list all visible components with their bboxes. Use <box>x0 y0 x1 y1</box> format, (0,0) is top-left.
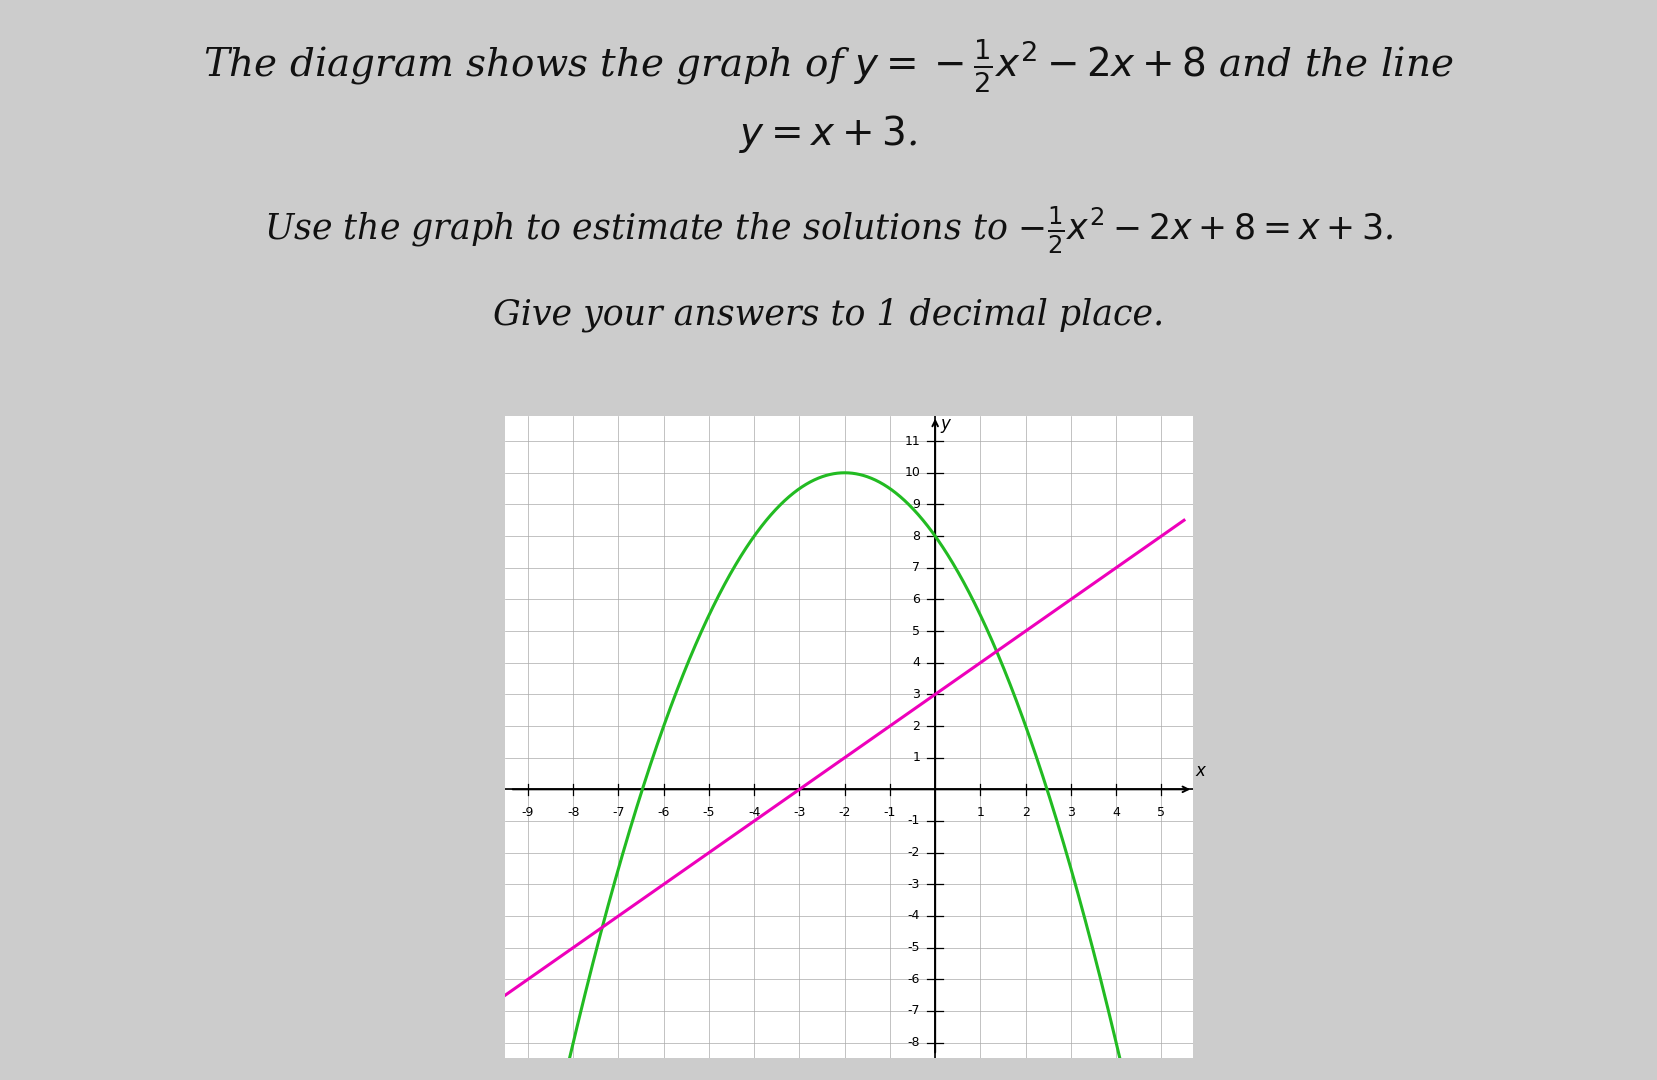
Text: 6: 6 <box>913 593 920 606</box>
Text: -1: -1 <box>908 814 920 827</box>
Text: -7: -7 <box>908 1004 920 1017</box>
Text: Use the graph to estimate the solutions to $-\frac{1}{2}x^2 - 2x + 8 = x + 3$.: Use the graph to estimate the solutions … <box>263 205 1394 256</box>
Text: 9: 9 <box>913 498 920 511</box>
Text: -1: -1 <box>883 806 896 819</box>
Text: 1: 1 <box>976 806 984 819</box>
Text: -6: -6 <box>908 973 920 986</box>
Text: -3: -3 <box>908 878 920 891</box>
Text: -6: -6 <box>658 806 669 819</box>
Text: 3: 3 <box>1067 806 1075 819</box>
Text: 5: 5 <box>1157 806 1165 819</box>
Text: 1: 1 <box>913 752 920 765</box>
Text: -5: -5 <box>703 806 716 819</box>
Text: 2: 2 <box>1022 806 1029 819</box>
Text: Give your answers to 1 decimal place.: Give your answers to 1 decimal place. <box>492 297 1165 332</box>
Text: $x$: $x$ <box>1195 764 1208 781</box>
Text: 4: 4 <box>1112 806 1120 819</box>
Text: 3: 3 <box>913 688 920 701</box>
Text: -5: -5 <box>908 941 920 954</box>
Text: -4: -4 <box>747 806 761 819</box>
Text: 2: 2 <box>913 719 920 732</box>
Text: -4: -4 <box>908 909 920 922</box>
Text: -9: -9 <box>522 806 534 819</box>
Text: $y$: $y$ <box>940 417 953 435</box>
Text: 8: 8 <box>913 529 920 542</box>
Text: 11: 11 <box>905 434 920 447</box>
Text: -8: -8 <box>908 1036 920 1049</box>
Text: 10: 10 <box>905 467 920 480</box>
Text: 7: 7 <box>913 562 920 575</box>
Text: -7: -7 <box>611 806 625 819</box>
Text: 4: 4 <box>913 657 920 670</box>
Text: 5: 5 <box>913 624 920 637</box>
Text: -2: -2 <box>908 846 920 860</box>
Text: -3: -3 <box>794 806 805 819</box>
Text: The diagram shows the graph of $y = -\frac{1}{2}x^2 - 2x + 8$ and the line: The diagram shows the graph of $y = -\fr… <box>204 38 1453 95</box>
Text: -8: -8 <box>567 806 580 819</box>
Text: $y = x + 3$.: $y = x + 3$. <box>739 113 918 156</box>
Text: -2: -2 <box>838 806 852 819</box>
